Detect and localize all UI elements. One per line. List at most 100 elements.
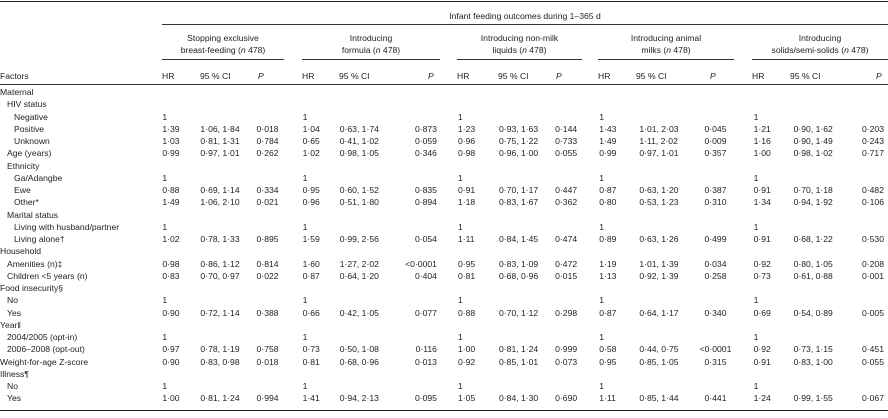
gap bbox=[736, 147, 754, 159]
ci-value: 0·70, 1·17 bbox=[499, 185, 539, 195]
hr-value: 1 bbox=[162, 295, 168, 306]
gap bbox=[285, 147, 303, 159]
p-value: 0·013 bbox=[414, 356, 437, 367]
hr-value: 0·91 bbox=[753, 234, 771, 244]
gap bbox=[441, 331, 458, 343]
table-row: Household bbox=[0, 245, 888, 257]
ci-value: 0·41, 1·02 bbox=[339, 136, 379, 146]
gap bbox=[583, 147, 599, 159]
n-value: 478) bbox=[245, 45, 266, 55]
hr-value: 1 bbox=[753, 332, 759, 342]
p-value: 0·243 bbox=[862, 136, 884, 146]
ci-value: 0·68, 0·96 bbox=[339, 356, 379, 367]
hr-value: 0·88 bbox=[162, 185, 180, 195]
results-table: Maternal HIV status Negative 1 1 1 1 1 Positive 1… bbox=[0, 86, 888, 405]
p-value: 0·077 bbox=[414, 307, 437, 318]
gap bbox=[285, 209, 303, 221]
p-value: 0·055 bbox=[862, 356, 884, 367]
hr-value: 1 bbox=[302, 332, 308, 342]
hr-value: 0·81 bbox=[302, 356, 320, 367]
group-title-line2: milks (n 478) bbox=[598, 44, 734, 56]
p-value bbox=[555, 209, 583, 221]
gap bbox=[583, 135, 599, 147]
factor-label: HIV status bbox=[7, 99, 47, 110]
gap bbox=[441, 123, 458, 135]
spanner-rule bbox=[162, 24, 888, 25]
gap bbox=[583, 294, 599, 306]
gap bbox=[583, 123, 599, 135]
ci-value bbox=[196, 380, 256, 392]
gap bbox=[441, 270, 458, 282]
hr-value bbox=[303, 245, 336, 257]
p-value: 0·298 bbox=[555, 307, 578, 318]
group-title-line2: breast-feeding (n 478) bbox=[162, 44, 284, 56]
p-value: 0·994 bbox=[256, 393, 279, 404]
ci-value bbox=[635, 172, 695, 184]
p-value: 0·208 bbox=[862, 258, 884, 269]
factor-label: Ethnicity bbox=[7, 160, 40, 171]
ci-value bbox=[635, 160, 695, 172]
p-value bbox=[695, 98, 735, 110]
header-rule bbox=[0, 84, 888, 85]
group-rule bbox=[457, 59, 582, 60]
gap bbox=[583, 331, 599, 343]
hr-value bbox=[303, 209, 336, 221]
p-value bbox=[852, 368, 888, 380]
gap bbox=[583, 111, 599, 123]
gap bbox=[441, 319, 458, 331]
hr-value bbox=[458, 209, 495, 221]
ci-value bbox=[495, 319, 555, 331]
ci-value bbox=[790, 368, 852, 380]
p-value bbox=[396, 86, 441, 98]
hr-value bbox=[754, 86, 790, 98]
gap bbox=[583, 86, 599, 98]
n-value: 478) bbox=[526, 45, 547, 55]
factor-label: Yes bbox=[7, 307, 22, 318]
hr-value: 0·87 bbox=[599, 185, 617, 195]
ci-value bbox=[336, 209, 396, 221]
ci-value: 0·64, 1·17 bbox=[639, 307, 679, 318]
factor-label: Other* bbox=[14, 197, 39, 208]
hr-value bbox=[754, 368, 790, 380]
factor-label: Unknown bbox=[14, 136, 50, 146]
gap bbox=[583, 245, 599, 257]
gap bbox=[441, 307, 458, 319]
ci-value bbox=[196, 294, 256, 306]
p-value: 0·055 bbox=[555, 148, 578, 159]
p-value bbox=[257, 294, 285, 306]
p-value: 0·814 bbox=[256, 258, 279, 269]
gap bbox=[441, 147, 458, 159]
gap bbox=[583, 319, 599, 331]
gap bbox=[441, 356, 458, 368]
hr-value: 0·73 bbox=[302, 344, 320, 355]
hr-value: 1 bbox=[457, 295, 463, 306]
col-header-ci: 95 % CI bbox=[790, 71, 821, 81]
factor-label: Ga/Adangbe bbox=[14, 172, 63, 183]
gap bbox=[441, 184, 458, 196]
factor-label: Marital status bbox=[7, 209, 59, 220]
group-title-line1: Introducing animal bbox=[630, 33, 702, 43]
gap bbox=[583, 380, 599, 392]
gap bbox=[583, 172, 599, 184]
table-row: HIV status bbox=[0, 98, 888, 110]
ci-value bbox=[495, 245, 555, 257]
gap bbox=[583, 270, 599, 282]
ci-value bbox=[336, 368, 396, 380]
outcome-group-title: Introducing solids/semi-solids (n 478) bbox=[752, 32, 888, 56]
hr-value: 1·21 bbox=[753, 123, 771, 134]
gap bbox=[583, 221, 599, 233]
group-title-text: solids/semi-solids ( bbox=[771, 45, 845, 55]
ci-value: 0·85, 1·05 bbox=[639, 356, 679, 367]
p-value: 0·018 bbox=[256, 356, 279, 367]
ci-value: 0·90, 1·62 bbox=[793, 123, 833, 134]
hr-value bbox=[162, 209, 196, 221]
hr-value: 1 bbox=[599, 381, 605, 391]
ci-value bbox=[790, 245, 852, 257]
factor-label: 2006–2008 (opt-out) bbox=[7, 344, 85, 355]
hr-value bbox=[599, 245, 635, 257]
hr-value: 1 bbox=[162, 111, 168, 122]
hr-value: 0·96 bbox=[457, 136, 476, 146]
hr-value: 1·41 bbox=[302, 393, 320, 404]
ci-value bbox=[495, 221, 555, 233]
ci-value: 0·86, 1·12 bbox=[200, 258, 240, 269]
